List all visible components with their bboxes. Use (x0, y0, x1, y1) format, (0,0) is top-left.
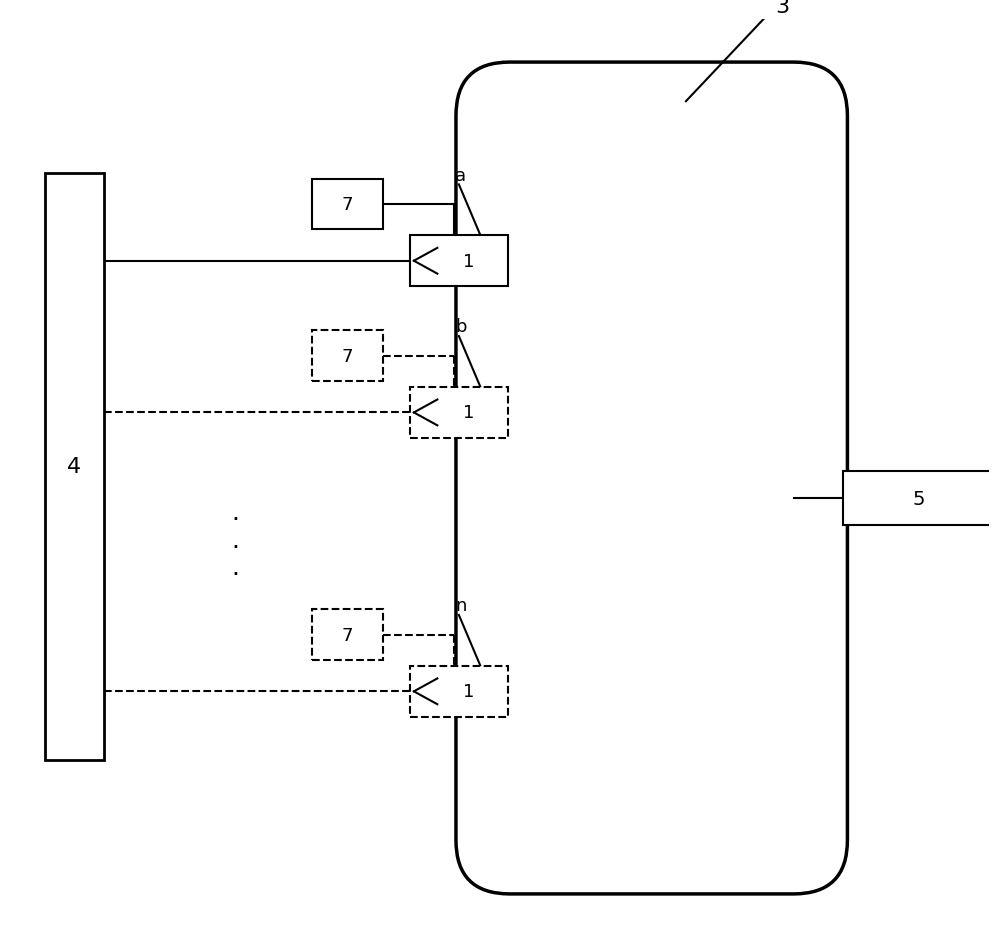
Text: n: n (455, 596, 467, 615)
Bar (312, 609, 383, 660)
Text: 7: 7 (342, 626, 353, 644)
Bar (312, 180, 383, 230)
Bar (410, 666, 508, 717)
Text: 1: 1 (463, 253, 474, 271)
Text: b: b (455, 318, 467, 336)
Text: 3: 3 (775, 0, 789, 17)
Bar (312, 330, 383, 382)
Text: .: . (232, 555, 240, 579)
Text: 7: 7 (342, 347, 353, 365)
Text: .: . (232, 501, 240, 525)
Text: 7: 7 (342, 196, 353, 213)
Bar (410, 388, 508, 438)
Text: a: a (455, 167, 466, 184)
Bar (45, 173, 104, 760)
Bar (843, 472, 994, 525)
Text: 1: 1 (463, 682, 474, 700)
Text: 4: 4 (67, 457, 81, 476)
Text: 1: 1 (463, 404, 474, 422)
Bar (410, 236, 508, 286)
Text: 5: 5 (912, 489, 925, 508)
Text: .: . (232, 528, 240, 552)
FancyBboxPatch shape (456, 63, 847, 894)
